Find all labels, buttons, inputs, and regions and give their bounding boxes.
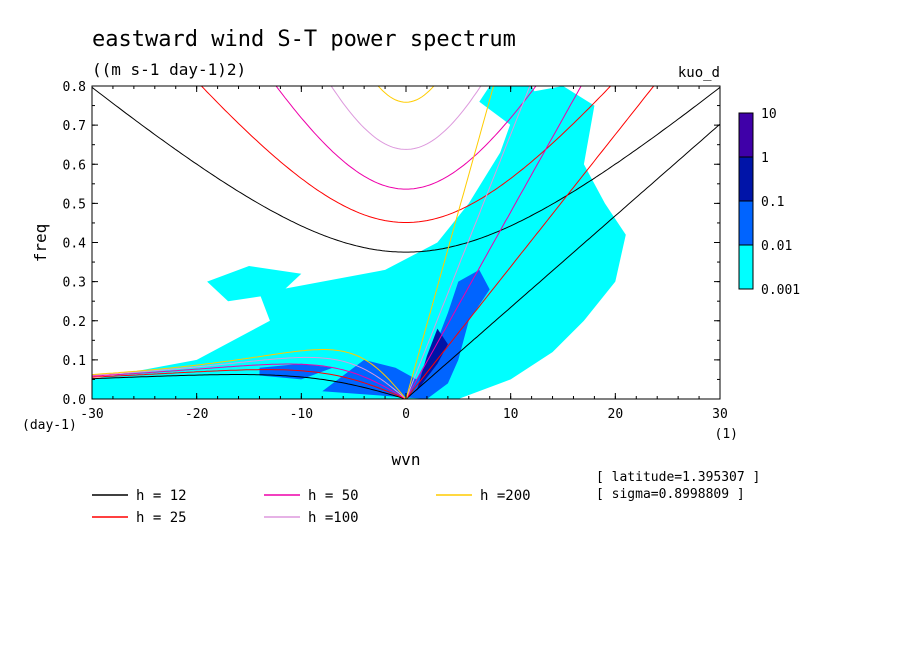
y-axis-label: freq	[31, 224, 50, 263]
x-tick-label: 20	[608, 407, 624, 422]
y-tick-label: 0.7	[63, 119, 86, 134]
curve-ig1-h12	[92, 86, 720, 253]
colorbar-swatch	[738, 112, 754, 158]
y-tick-label: 0.4	[63, 237, 87, 252]
legend: h = 12 h = 25 h = 50 h =100 h =200	[92, 488, 531, 526]
spectrum-region-3	[322, 269, 490, 399]
x-axis-label: wvn	[392, 450, 421, 469]
x-tick-label: 30	[712, 407, 728, 422]
legend-label-h200: h =200	[480, 488, 531, 504]
legend-label-h100: h =100	[308, 510, 359, 526]
colorbar-swatch	[738, 200, 754, 246]
curve-kelvin-h12	[405, 123, 720, 399]
x-tick-label: 10	[503, 407, 519, 422]
curve-kelvin-h200	[405, 86, 495, 399]
legend-label-h25: h = 25	[136, 510, 187, 526]
legend-label-h50: h = 50	[308, 488, 359, 504]
y-tick-label: 0.0	[63, 393, 86, 408]
curve-er1-h50	[92, 363, 407, 399]
chart-title: eastward wind S-T power spectrum	[92, 27, 516, 52]
curve-er1-h25	[92, 369, 407, 399]
colorbar-swatch	[738, 244, 754, 290]
x-unit-label: (1)	[715, 427, 738, 442]
y-tick-label: 0.2	[63, 315, 86, 330]
colorbar-label: 0.01	[761, 239, 792, 254]
legend-label-h12: h = 12	[136, 488, 187, 504]
colorbar-label: 1	[761, 151, 769, 166]
sigma-info: [ sigma=0.8998809 ]	[596, 487, 745, 502]
x-tick-label: -20	[185, 407, 208, 422]
x-tick-label: -10	[290, 407, 313, 422]
curve-kelvin-h100	[405, 86, 531, 399]
x-tick-label: 0	[402, 407, 410, 422]
colorbar-label: 0.001	[761, 283, 800, 298]
colorbar-label: 0.1	[761, 195, 784, 210]
curve-ig1-h100	[330, 86, 482, 150]
chart-subtitle: ((m s-1 day-1)2)	[92, 60, 246, 79]
colorbar-swatch	[738, 156, 754, 202]
curve-ig1-h200	[377, 86, 435, 103]
curve-kelvin-h50	[405, 86, 582, 399]
x-tick-label: -30	[80, 407, 103, 422]
curve-ig1-h25	[200, 86, 612, 223]
y-tick-label: 0.5	[63, 197, 86, 212]
spectrum-fill-layer	[92, 86, 626, 399]
curve-er1-h12	[92, 374, 407, 399]
curve-kelvin-h25	[405, 86, 655, 399]
curve-ig1-h50	[275, 86, 537, 190]
y-tick-label: 0.1	[63, 354, 86, 369]
x-axis-ticks: -30 -20 -10 0 10 20 30	[80, 86, 728, 422]
spectrum-region-1	[207, 266, 302, 302]
run-label: kuo_d	[678, 65, 720, 81]
curve-er1-h200	[92, 349, 407, 399]
colorbar-label: 10	[761, 107, 777, 122]
dispersion-curves-layer	[92, 86, 720, 399]
curve-er1-h100	[92, 356, 407, 399]
y-tick-label: 0.8	[63, 80, 86, 95]
colorbar: 10 1 0.1 0.01 0.001	[738, 107, 800, 298]
spectrum-region-0	[92, 86, 626, 399]
y-tick-label: 0.3	[63, 276, 86, 291]
latitude-info: [ latitude=1.395307 ]	[596, 470, 760, 485]
y-axis-ticks: 0.0 0.1 0.2 0.3 0.4 0.5 0.6 0.7 0.8	[63, 80, 720, 408]
y-unit-label: (day-1)	[22, 418, 77, 433]
y-tick-label: 0.6	[63, 158, 86, 173]
